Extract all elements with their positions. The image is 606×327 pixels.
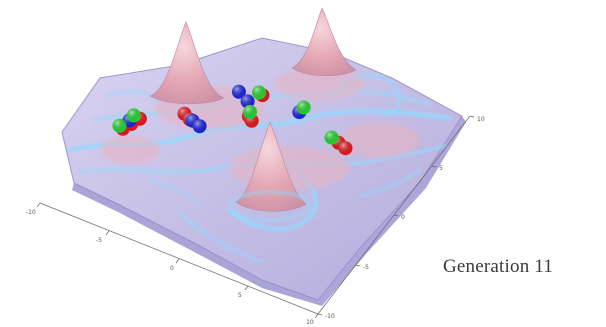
x-tick-label: -10 [26, 209, 36, 216]
population-marker-highlight [240, 94, 255, 109]
population-markers [112, 84, 353, 156]
surface [61, 7, 466, 306]
population-marker-highlight [338, 141, 353, 156]
population-marker-highlight [296, 100, 311, 115]
population-marker-highlight [126, 108, 141, 123]
peak-center [235, 121, 307, 212]
y-tick-label: 0 [401, 214, 405, 221]
x-tick-label: 5 [238, 292, 242, 299]
population-marker-highlight [243, 104, 258, 119]
x-tick-labels: -10 -5 0 5 10 [26, 209, 314, 326]
x-tick-label: 10 [306, 319, 314, 326]
surface-front-edge [72, 183, 322, 306]
population-marker-highlight [231, 84, 246, 99]
y-tick-label: 5 [439, 165, 443, 172]
peak-left [149, 21, 225, 105]
axis-ticks [36, 115, 475, 319]
x-axis-line [39, 202, 319, 315]
generation-label: Generation 11 [443, 256, 554, 277]
surface-right-edge [318, 116, 466, 306]
x-tick-label: -5 [96, 237, 102, 244]
x-tick-label: 0 [170, 265, 174, 272]
population-marker-highlight [324, 130, 339, 145]
y-tick-label: 10 [477, 116, 485, 123]
y-tick-label: -5 [363, 264, 369, 271]
y-tick-label: -10 [325, 313, 335, 320]
population-marker-highlight [112, 118, 127, 133]
peak-right [291, 7, 357, 77]
population-marker-highlight [192, 119, 207, 134]
y-tick-labels: 10 5 0 -5 -10 [325, 116, 485, 320]
population-marker-highlight [252, 85, 266, 100]
